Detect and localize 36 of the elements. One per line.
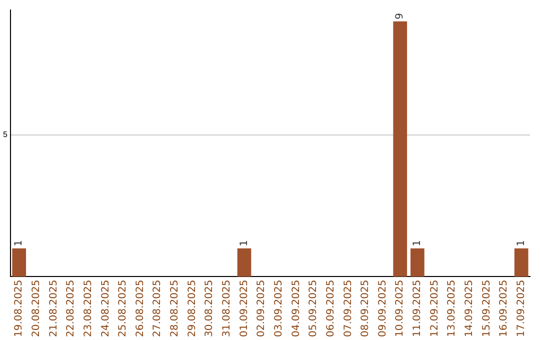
- x-tick-label: 10.09.2025: [394, 280, 406, 338]
- x-tick-label: 29.08.2025: [186, 280, 198, 338]
- data-label: 1: [14, 240, 25, 246]
- y-tick-label: 5: [2, 130, 8, 140]
- data-label: 1: [412, 240, 424, 246]
- x-tick-label: 15.09.2025: [481, 280, 492, 338]
- x-tick-label: 26.08.2025: [134, 280, 146, 338]
- x-tick-label: 01.09.2025: [238, 280, 250, 338]
- x-tick-label: 09.09.2025: [377, 280, 388, 338]
- x-tick-label: 14.09.2025: [464, 280, 475, 338]
- x-tick-label: 30.08.2025: [204, 280, 216, 338]
- x-tick-label: 05.09.2025: [308, 280, 320, 338]
- x-tick-label: 06.09.2025: [325, 280, 336, 338]
- x-tick-label: 25.08.2025: [118, 280, 129, 338]
- x-tick-label: 24.08.2025: [100, 280, 112, 338]
- x-tick-label: 23.08.2025: [82, 280, 94, 338]
- x-tick-label: 11.09.2025: [412, 280, 424, 338]
- data-label: 9: [394, 12, 406, 20]
- x-tick-label: 21.08.2025: [48, 280, 60, 338]
- x-tick-label: 17.09.2025: [516, 280, 527, 338]
- x-tick-label: 31.08.2025: [222, 280, 233, 338]
- x-tick-label: 03.09.2025: [273, 280, 284, 338]
- x-tick-label: 19.08.2025: [14, 280, 25, 338]
- x-tick-label: 27.08.2025: [152, 280, 164, 338]
- x-tick-label: 16.09.2025: [498, 280, 510, 338]
- x-tick-label: 22.08.2025: [66, 280, 77, 338]
- x-tick-label: 12.09.2025: [429, 280, 440, 338]
- x-tick-label: 28.08.2025: [170, 280, 181, 338]
- x-tick-label: 20.08.2025: [31, 280, 42, 338]
- data-label: 1: [238, 240, 250, 246]
- x-tick-label: 13.09.2025: [446, 280, 458, 338]
- x-tick-label: 07.09.2025: [342, 280, 354, 338]
- data-label: 1: [516, 240, 527, 246]
- x-tick-label: 08.09.2025: [360, 280, 372, 338]
- x-tick-label: 04.09.2025: [290, 280, 302, 338]
- x-tick-label: 02.09.2025: [256, 280, 268, 338]
